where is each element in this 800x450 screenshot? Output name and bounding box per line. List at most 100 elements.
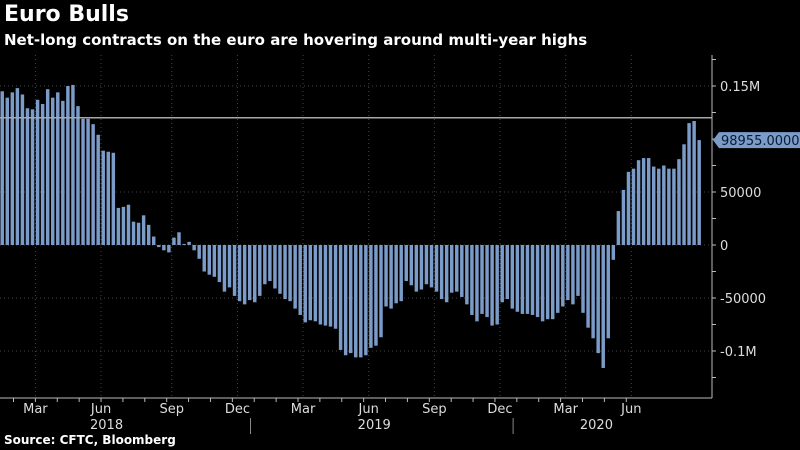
bar-series xyxy=(0,84,701,368)
bar xyxy=(328,245,333,327)
bar xyxy=(10,92,15,245)
bar xyxy=(646,158,651,245)
bar xyxy=(197,245,201,259)
chart-title: Euro Bulls xyxy=(4,2,129,27)
bar xyxy=(263,245,267,285)
bar xyxy=(566,245,570,301)
bar xyxy=(293,245,297,309)
bar xyxy=(278,245,282,294)
bar xyxy=(364,245,368,356)
bar xyxy=(61,100,65,245)
bar xyxy=(20,94,25,245)
bar xyxy=(237,245,242,302)
bar xyxy=(606,245,610,339)
bar xyxy=(404,245,408,282)
bar xyxy=(657,168,661,245)
bar xyxy=(495,245,499,325)
x-month-label: Sep xyxy=(159,402,184,417)
bar xyxy=(106,151,111,245)
bar xyxy=(510,245,515,309)
bar xyxy=(480,245,484,314)
bar xyxy=(490,245,494,326)
bar xyxy=(157,245,161,248)
bar xyxy=(25,108,30,245)
bar xyxy=(444,245,449,303)
bar xyxy=(217,245,222,283)
bar xyxy=(136,222,141,245)
bar xyxy=(535,245,540,318)
bar xyxy=(167,245,171,253)
x-year-label: 2019 xyxy=(358,418,391,433)
bar xyxy=(556,245,560,313)
x-month-label: Mar xyxy=(553,402,578,417)
bar xyxy=(384,245,388,307)
bar xyxy=(192,245,196,251)
bar xyxy=(76,106,80,245)
bar xyxy=(15,88,20,246)
bar xyxy=(591,245,595,339)
bar xyxy=(91,124,95,245)
bar xyxy=(101,150,105,245)
bar xyxy=(131,221,136,245)
bar xyxy=(540,245,545,322)
bar xyxy=(187,241,191,245)
bar xyxy=(677,159,681,245)
bar xyxy=(51,97,55,245)
x-month-label: Jun xyxy=(358,402,379,417)
bar xyxy=(212,245,217,277)
bar xyxy=(651,166,656,245)
bar xyxy=(581,245,585,313)
bar xyxy=(313,245,318,322)
bar xyxy=(379,245,383,338)
bar xyxy=(247,245,252,301)
bar xyxy=(550,245,555,320)
bar xyxy=(323,245,328,326)
bar xyxy=(460,245,464,297)
bar xyxy=(35,99,40,245)
x-month-label: Dec xyxy=(225,402,250,417)
bar xyxy=(394,245,398,304)
bar xyxy=(56,92,60,245)
bar xyxy=(273,245,277,289)
bar xyxy=(152,236,156,245)
bar xyxy=(141,215,146,245)
source-note: Source: CFTC, Bloomberg xyxy=(4,433,176,447)
x-month-label: Mar xyxy=(23,402,48,417)
bar xyxy=(439,245,444,300)
bar xyxy=(177,232,181,245)
bar xyxy=(258,245,262,296)
bar xyxy=(121,206,126,245)
bar xyxy=(545,245,550,320)
bar xyxy=(449,245,454,293)
bar xyxy=(288,245,292,302)
bar xyxy=(146,224,151,245)
bar xyxy=(571,245,575,305)
bar xyxy=(505,245,509,300)
bar xyxy=(222,245,227,292)
bar xyxy=(111,152,116,245)
bar xyxy=(561,245,565,307)
bar xyxy=(318,245,323,325)
bar xyxy=(5,97,10,245)
bar xyxy=(434,245,439,292)
bar xyxy=(86,118,90,245)
bar xyxy=(616,211,621,245)
bar xyxy=(515,245,520,312)
bar xyxy=(520,245,525,314)
bar xyxy=(687,123,691,245)
bar xyxy=(202,245,206,272)
y-tick-label: -0.1M xyxy=(720,345,757,360)
bar xyxy=(485,245,489,318)
x-month-label: Dec xyxy=(487,402,512,417)
bar xyxy=(268,245,272,282)
bar xyxy=(348,245,353,354)
bar xyxy=(465,245,469,305)
bar xyxy=(424,245,429,285)
bar xyxy=(662,165,666,245)
bar xyxy=(682,144,686,245)
bar xyxy=(576,245,580,296)
bar xyxy=(525,245,530,314)
bar xyxy=(636,160,641,245)
bar xyxy=(96,134,100,245)
bar xyxy=(692,120,696,245)
